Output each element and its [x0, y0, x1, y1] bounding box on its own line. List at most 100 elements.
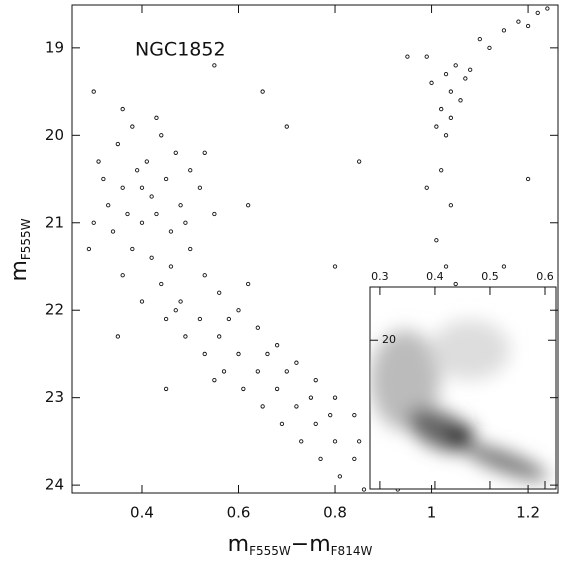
x-tick-label: 0.3 [371, 270, 389, 283]
star-point [255, 369, 260, 374]
star-point [236, 308, 241, 313]
star-point [477, 36, 482, 42]
plot-frame [71, 4, 559, 494]
star-point [439, 168, 444, 173]
star-point [115, 334, 120, 339]
star-point [241, 386, 246, 392]
star-point [202, 150, 207, 155]
y-axis-label: mF555W [7, 218, 33, 281]
star-point [130, 124, 135, 129]
star-point [274, 343, 280, 348]
star-point [139, 220, 145, 225]
star-point [221, 369, 227, 374]
star-point [443, 264, 449, 269]
star-point [212, 63, 217, 68]
star-point [149, 255, 154, 260]
star-point [183, 334, 188, 339]
star-point [168, 264, 174, 269]
star-point [178, 203, 183, 208]
star-point [361, 487, 367, 492]
star-point [284, 124, 289, 129]
star-point [236, 351, 241, 357]
star-point [135, 168, 140, 173]
star-point [163, 316, 169, 322]
star-point [101, 176, 106, 182]
star-point [125, 211, 130, 217]
star-point [453, 281, 458, 287]
star-point [188, 168, 193, 173]
star-point [448, 89, 454, 94]
star-point [217, 290, 222, 295]
star-point [294, 360, 299, 365]
y-tick-label: 23 [45, 388, 64, 406]
star-point [188, 246, 193, 252]
star-point [265, 351, 270, 357]
star-point [525, 176, 531, 182]
star-point [260, 404, 265, 409]
star-point [91, 220, 96, 225]
inset-density [370, 320, 548, 481]
x-tick-label: 0.5 [481, 270, 499, 283]
y-tick-label: 24 [45, 476, 64, 494]
star-point [318, 456, 323, 462]
star-point [120, 185, 125, 190]
star-point [453, 63, 458, 68]
star-point [197, 316, 203, 322]
star-point [352, 456, 357, 462]
star-point [332, 264, 338, 269]
star-point [434, 238, 439, 243]
x-tick-label: 1.2 [516, 504, 540, 522]
star-point [202, 351, 207, 357]
y-tick-label: 22 [45, 301, 64, 319]
star-point [91, 89, 96, 94]
star-point [115, 141, 120, 147]
star-point [96, 159, 101, 164]
star-point [159, 133, 164, 138]
y-tick-label: 19 [45, 38, 64, 56]
star-point [130, 246, 135, 252]
x-axis-label: mF555W−mF814W [228, 532, 373, 558]
star-point [424, 54, 429, 59]
star-point [120, 273, 125, 278]
star-point [139, 299, 145, 304]
star-point [173, 150, 178, 155]
star-point [110, 229, 116, 234]
star-point [246, 281, 251, 287]
x-tick-label: 0.8 [323, 504, 347, 522]
star-point [357, 159, 362, 164]
star-point [226, 316, 232, 322]
star-point [212, 211, 217, 217]
x-tick-label: 0.6 [536, 270, 554, 283]
x-tick-label: 0.4 [426, 270, 444, 283]
star-point [332, 395, 338, 400]
star-point [501, 264, 507, 269]
star-point [487, 45, 492, 51]
star-point [516, 19, 521, 24]
star-point [197, 185, 203, 190]
y-tick-label: 20 [382, 333, 396, 346]
y-tick-label: 20 [45, 126, 64, 144]
star-point [424, 185, 429, 190]
star-point [260, 89, 265, 94]
star-point [429, 80, 434, 85]
star-point [332, 439, 338, 444]
star-point [178, 299, 183, 304]
star-point [313, 378, 318, 383]
star-point [294, 404, 299, 409]
star-point [183, 220, 188, 225]
star-point [120, 106, 125, 112]
star-point [439, 106, 444, 112]
star-point [212, 378, 217, 383]
star-point [535, 10, 540, 16]
star-point [173, 308, 178, 313]
star-point [139, 185, 145, 190]
star-point [255, 325, 260, 330]
star-point [106, 203, 111, 208]
star-point [337, 474, 343, 479]
star-point [279, 421, 285, 427]
star-point [443, 71, 449, 77]
x-tick-label: 0.4 [130, 504, 154, 522]
y-tick-label: 21 [45, 213, 64, 231]
star-point [163, 176, 169, 182]
star-point [458, 98, 463, 103]
